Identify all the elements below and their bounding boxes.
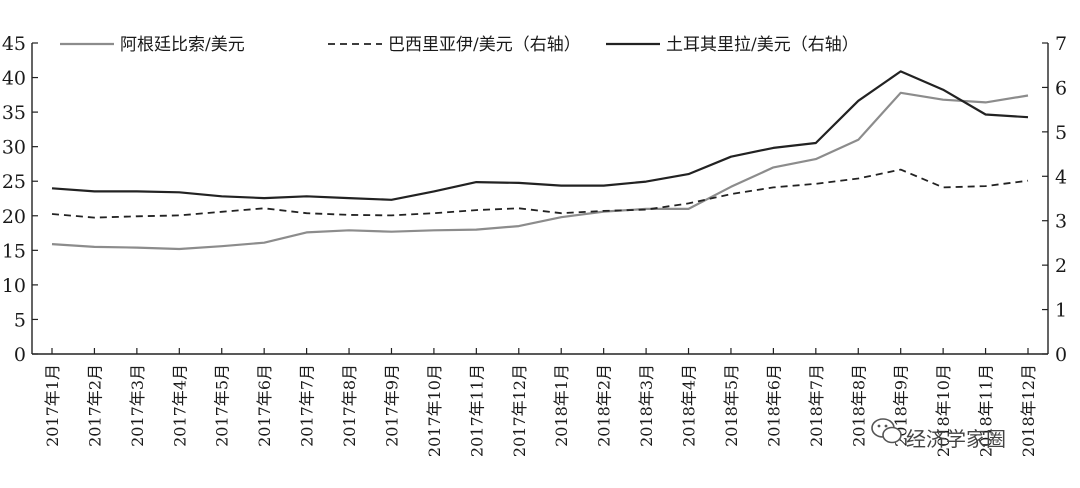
- left-tick-label: 30: [2, 137, 26, 159]
- x-tick-label: 2017年9月: [382, 364, 401, 447]
- x-tick-label: 2017年8月: [340, 364, 359, 447]
- right-tick-label: 6: [1055, 77, 1067, 99]
- x-tick-label: 2017年5月: [213, 364, 232, 447]
- right-tick-label: 7: [1055, 33, 1067, 55]
- left-tick-label: 10: [2, 275, 26, 297]
- left-tick-label: 15: [2, 240, 26, 262]
- x-tick-label: 2017年1月: [43, 364, 62, 447]
- chart-legend: 阿根廷比索/美元 巴西里亚伊/美元（右轴） 土耳其里拉/美元（右轴）: [60, 35, 859, 55]
- left-tick-label: 20: [2, 206, 26, 228]
- x-tick-label: 2018年3月: [637, 364, 656, 447]
- left-tick-label: 5: [14, 309, 26, 331]
- x-tick-label: 2018年2月: [595, 364, 614, 447]
- x-tick-label: 2017年7月: [298, 364, 317, 447]
- left-tick-label: 0: [14, 344, 26, 366]
- chart-series: [52, 71, 1028, 249]
- legend-label-3: 土耳其里拉/美元（右轴）: [666, 35, 859, 55]
- x-tick-label: 2018年4月: [680, 364, 699, 447]
- series-line-1: [52, 93, 1028, 249]
- x-tick-label: 2018年5月: [722, 364, 741, 447]
- right-tick-label: 3: [1055, 211, 1067, 233]
- watermark-text: 经济学家圈: [906, 427, 1006, 451]
- right-tick-label: 1: [1055, 300, 1067, 322]
- right-tick-label: 2: [1055, 255, 1067, 277]
- x-tick-label: 2018年8月: [849, 364, 868, 447]
- left-tick-label: 25: [2, 171, 26, 193]
- x-tick-label: 2017年4月: [170, 364, 189, 447]
- x-tick-label: 2018年12月: [1019, 364, 1038, 457]
- right-tick-label: 0: [1055, 344, 1067, 366]
- x-tick-label: 2017年12月: [510, 364, 529, 457]
- x-tick-label: 2018年6月: [764, 364, 783, 447]
- x-tick-label: 2018年1月: [552, 364, 571, 447]
- x-tick-label: 2017年2月: [85, 364, 104, 447]
- right-tick-label: 5: [1055, 122, 1067, 144]
- x-tick-label: 2017年10月: [425, 364, 444, 457]
- x-tick-label: 2017年3月: [128, 364, 147, 447]
- x-tick-label: 2017年11月: [467, 364, 486, 457]
- left-tick-label: 35: [2, 102, 26, 124]
- left-tick-label: 45: [2, 33, 26, 55]
- right-tick-label: 4: [1055, 166, 1067, 188]
- legend-label-1: 阿根廷比索/美元: [120, 35, 245, 55]
- x-tick-label: 2018年7月: [807, 364, 826, 447]
- legend-label-2: 巴西里亚伊/美元（右轴）: [388, 35, 581, 55]
- series-line-3: [52, 71, 1028, 199]
- x-tick-label: 2017年6月: [255, 364, 274, 447]
- left-tick-label: 40: [2, 68, 26, 90]
